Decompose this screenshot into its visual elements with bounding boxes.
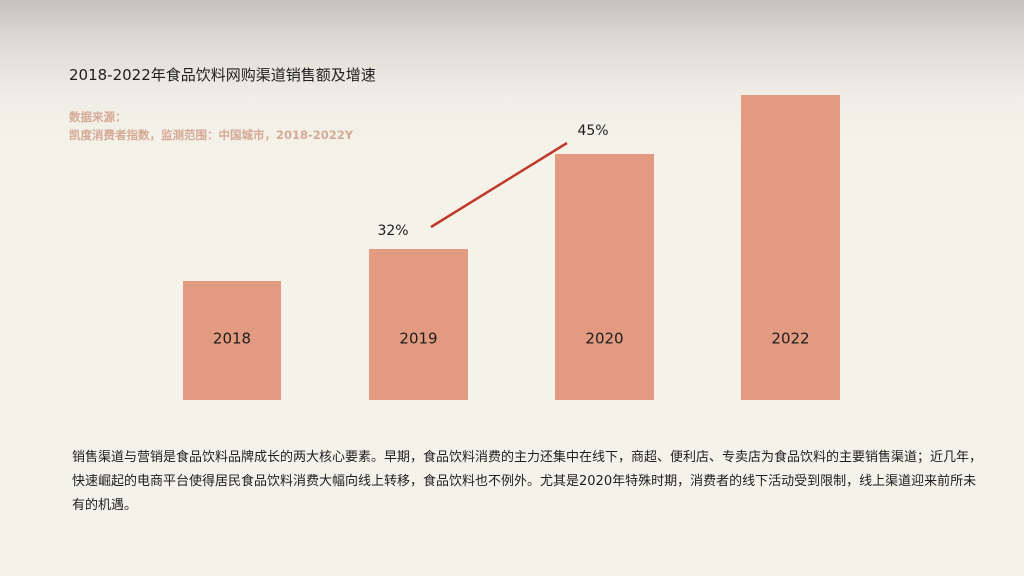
category-label-2018: 2018 <box>213 330 251 348</box>
growth-label-2019: 32% <box>377 223 408 239</box>
growth-label-2020: 45% <box>577 123 608 139</box>
category-label-2020: 2020 <box>585 330 623 348</box>
data-source-label: 数据来源： <box>69 110 127 124</box>
bar-2019 <box>369 249 468 400</box>
description-text: 销售渠道与营销是食品饮料品牌成长的两大核心要素。早期，食品饮料消费的主力还集中在… <box>72 450 983 513</box>
data-source-detail: 凯度消费者指数，监测范围：中国城市，2018-2022Y <box>69 128 354 142</box>
bar-2020 <box>555 154 654 400</box>
bar-2022 <box>741 95 840 400</box>
chart-title: 2018-2022年食品饮料网购渠道销售额及增速 <box>69 66 376 84</box>
category-label-2022: 2022 <box>771 330 809 348</box>
bar-2018 <box>183 281 281 400</box>
growth-trend-line <box>430 141 568 229</box>
category-label-2019: 2019 <box>399 330 437 348</box>
data-source: 数据来源： 凯度消费者指数，监测范围：中国城市，2018-2022Y <box>69 108 353 144</box>
